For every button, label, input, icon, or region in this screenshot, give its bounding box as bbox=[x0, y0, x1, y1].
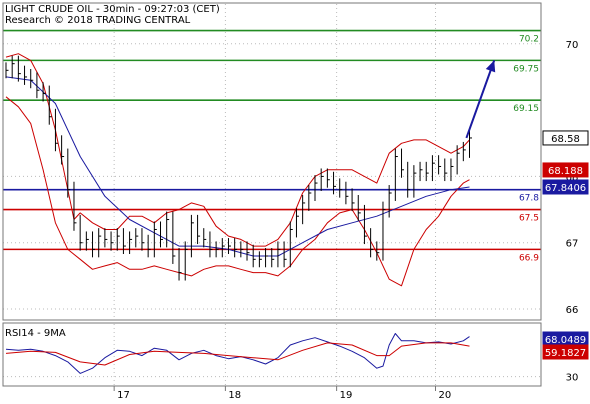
forecast-arrow bbox=[465, 60, 496, 139]
level-label: 67.8 bbox=[519, 194, 539, 204]
level-label: 69.75 bbox=[513, 64, 539, 74]
level-labels: 70.2 69.75 69.15 67.8 67.5 66.9 bbox=[513, 35, 539, 264]
time-axis: 17 18 19 20 bbox=[113, 386, 452, 401]
last-price-badge-box bbox=[542, 130, 589, 146]
rsi-line bbox=[5, 333, 470, 374]
level-label: 66.9 bbox=[519, 253, 539, 263]
y-tick-label: 70 bbox=[566, 40, 579, 51]
rsi-readout-box bbox=[542, 344, 589, 360]
main-series bbox=[5, 53, 472, 287]
rsi-pane-frame bbox=[2, 322, 542, 387]
copyright-text: Research © 2018 TRADING CENTRAL bbox=[5, 15, 191, 26]
x-tick-label: 17 bbox=[117, 390, 130, 400]
chart-title: LIGHT CRUDE OIL - 30min - 09:27:03 (CET) bbox=[5, 4, 220, 15]
level-label: 70.2 bbox=[519, 35, 539, 45]
bollinger-lower-line bbox=[5, 96, 470, 287]
level-label: 67.5 bbox=[519, 214, 539, 224]
x-tick-label: 20 bbox=[439, 390, 452, 400]
indicator-readout-badge-text: 67.8406 bbox=[545, 183, 586, 194]
rsi-readout-badge: 68.0489 bbox=[542, 331, 589, 347]
indicator-readout-badge-box bbox=[542, 179, 589, 195]
forecast-arrow-head bbox=[485, 60, 496, 73]
y-tick-label: 67 bbox=[566, 239, 579, 250]
main-pane-frame bbox=[2, 2, 542, 321]
last-price-badge: 68.58 bbox=[542, 130, 589, 146]
main-price-axis: 66 67 68 70 68.58 68.188 67.8406 bbox=[542, 40, 589, 316]
rsi-tick-label: 30 bbox=[566, 373, 579, 384]
forecast-arrow-shaft bbox=[465, 60, 496, 139]
rsi-readout-badge: 59.1827 bbox=[542, 344, 589, 360]
x-tick-label: 19 bbox=[340, 390, 353, 400]
y-tick-label: 68 bbox=[566, 172, 579, 183]
indicator-readout-badge: 67.8406 bbox=[542, 179, 589, 195]
rsi-readout-text: 68.0489 bbox=[545, 335, 586, 346]
rsi-readout-text: 59.1827 bbox=[545, 348, 586, 359]
last-price-badge-text: 68.58 bbox=[551, 134, 580, 145]
rsi-series bbox=[5, 333, 470, 374]
indicator-readout-badge: 68.188 bbox=[542, 162, 589, 178]
rsi-ma-line bbox=[5, 342, 470, 366]
y-tick-label: 66 bbox=[566, 305, 579, 316]
level-label: 69.15 bbox=[513, 104, 539, 114]
indicator-readout-badge-box bbox=[542, 162, 589, 178]
bollinger-upper-line bbox=[5, 53, 470, 247]
rsi-title: RSI14 - 9MA bbox=[5, 328, 66, 339]
rsi-axis: 30 68.0489 59.1827 bbox=[542, 331, 589, 384]
indicator-readout-badge-text: 68.188 bbox=[548, 166, 583, 177]
x-tick-label: 18 bbox=[228, 390, 241, 400]
rsi-grid bbox=[3, 324, 541, 385]
